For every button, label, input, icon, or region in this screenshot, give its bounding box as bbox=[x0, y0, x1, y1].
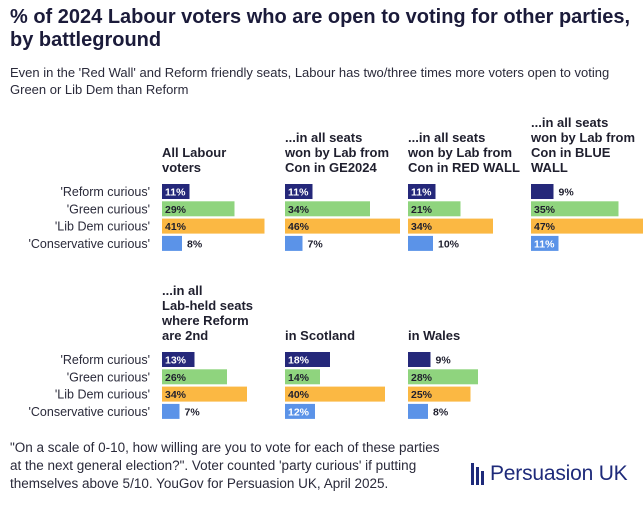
panel-title: Con in BLUE bbox=[531, 145, 611, 160]
bar bbox=[531, 184, 554, 199]
bar-value-label: 11% bbox=[534, 238, 555, 250]
bar-value-label: 7% bbox=[185, 406, 201, 418]
bar bbox=[408, 235, 433, 251]
bar-value-label: 34% bbox=[288, 204, 310, 216]
bar-value-label: 40% bbox=[288, 389, 310, 401]
panel-title: in Scotland bbox=[285, 328, 355, 343]
bar bbox=[285, 235, 303, 251]
bar-value-label: 25% bbox=[411, 389, 433, 401]
bar bbox=[408, 352, 431, 367]
panel-title: in Wales bbox=[408, 328, 460, 343]
panel-title: won by Lab from bbox=[530, 130, 635, 145]
brand-logo: Persuasion UK bbox=[471, 462, 628, 486]
panel-title: ...in all bbox=[162, 283, 202, 298]
bar-value-label: 8% bbox=[433, 406, 449, 418]
bar-value-label: 41% bbox=[165, 221, 187, 233]
bar bbox=[531, 218, 643, 234]
persuasion-logo-icon bbox=[471, 463, 484, 485]
source-footnote: "On a scale of 0-10, how willing are you… bbox=[10, 440, 440, 491]
panel-title: ...in all seats bbox=[408, 130, 485, 145]
bar-value-label: 28% bbox=[411, 372, 433, 384]
bar-value-label: 21% bbox=[411, 204, 433, 216]
bar bbox=[162, 235, 182, 251]
panel-title: Lab-held seats bbox=[162, 298, 253, 313]
bar bbox=[408, 201, 461, 217]
bar-value-label: 9% bbox=[559, 187, 575, 199]
bar-value-label: 8% bbox=[187, 238, 203, 250]
panel-title: ...in all seats bbox=[285, 130, 362, 145]
panel-title: All Labour bbox=[162, 145, 226, 160]
category-label: 'Green curious' bbox=[67, 370, 150, 384]
panel-title: WALL bbox=[531, 160, 568, 175]
panel-title: won by Lab from bbox=[284, 145, 389, 160]
bar bbox=[408, 184, 436, 199]
chart-title: % of 2024 Labour voters who are open to … bbox=[10, 6, 631, 51]
small-multiples-bar-chart: 'Reform curious' 'Green curious' 'Lib Dem … bbox=[29, 115, 643, 419]
panel-title: are 2nd bbox=[162, 328, 208, 343]
panel-title: where Reform bbox=[161, 313, 249, 328]
bar-value-label: 34% bbox=[411, 221, 433, 233]
bar-value-label: 26% bbox=[165, 372, 187, 384]
bar bbox=[162, 201, 235, 217]
category-label: 'Green curious' bbox=[67, 202, 150, 216]
bar bbox=[162, 369, 227, 385]
bar-value-label: 7% bbox=[308, 238, 324, 250]
bar bbox=[285, 403, 315, 419]
bar bbox=[408, 218, 493, 234]
bar bbox=[162, 386, 247, 402]
bar bbox=[408, 386, 471, 402]
bar-value-label: 18% bbox=[288, 355, 310, 367]
bar-value-label: 10% bbox=[438, 238, 460, 250]
category-label: 'Reform curious' bbox=[60, 185, 150, 199]
bar-value-label: 13% bbox=[165, 355, 187, 367]
bar-value-label: 12% bbox=[288, 406, 310, 418]
bar bbox=[531, 201, 619, 217]
bar bbox=[162, 184, 190, 199]
bar-value-label: 11% bbox=[411, 187, 432, 199]
category-label: 'Reform curious' bbox=[60, 353, 150, 367]
category-label: 'Conservative curious' bbox=[29, 405, 151, 419]
bar bbox=[285, 184, 313, 199]
bar-value-label: 14% bbox=[288, 372, 310, 384]
bar bbox=[285, 369, 320, 385]
bar bbox=[408, 403, 428, 419]
bar bbox=[285, 352, 330, 367]
chart-subtitle: Even in the 'Red Wall' and Reform friend… bbox=[10, 65, 610, 97]
category-label: 'Conservative curious' bbox=[29, 237, 151, 251]
bar-value-label: 34% bbox=[165, 389, 187, 401]
panel-title: Con in GE2024 bbox=[285, 160, 378, 175]
bar-value-label: 11% bbox=[288, 187, 309, 199]
bar bbox=[162, 218, 265, 234]
panel-title: Con in RED WALL bbox=[408, 160, 520, 175]
bar bbox=[162, 403, 180, 419]
category-label: 'Lib Dem curious' bbox=[55, 388, 150, 402]
panel-title: ...in all seats bbox=[531, 115, 608, 130]
panel-title: won by Lab from bbox=[407, 145, 512, 160]
bar bbox=[285, 201, 370, 217]
bar-value-label: 11% bbox=[165, 187, 186, 199]
bar-value-label: 29% bbox=[165, 204, 187, 216]
bar-value-label: 46% bbox=[288, 221, 310, 233]
bar-value-label: 35% bbox=[534, 204, 556, 216]
bar bbox=[531, 235, 559, 251]
bar bbox=[285, 218, 400, 234]
bar-value-label: 47% bbox=[534, 221, 556, 233]
panel-title: voters bbox=[162, 160, 201, 175]
category-label: 'Lib Dem curious' bbox=[55, 220, 150, 234]
brand-name: Persuasion UK bbox=[490, 462, 628, 485]
bar-value-label: 9% bbox=[436, 355, 452, 367]
bar bbox=[285, 386, 385, 402]
bar bbox=[408, 369, 478, 385]
bar bbox=[162, 352, 195, 367]
